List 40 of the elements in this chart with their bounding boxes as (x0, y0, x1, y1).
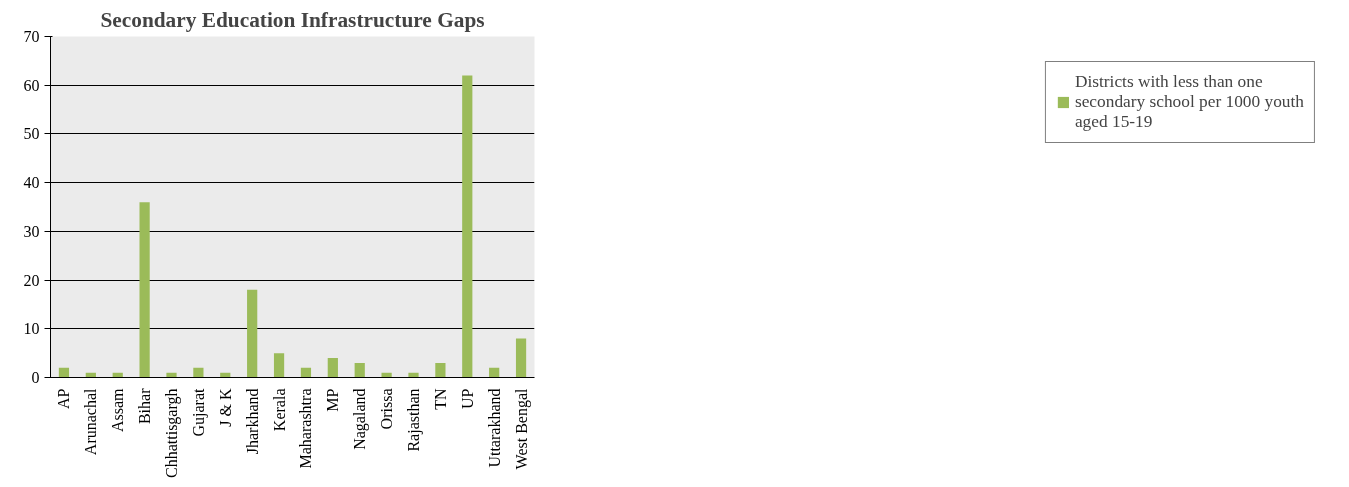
x-tick-label: MP (324, 388, 342, 412)
x-tick-label: Orissa (378, 388, 396, 430)
y-tick-label: 20 (23, 271, 40, 289)
bar (327, 358, 338, 378)
bar (515, 338, 527, 378)
y-tick-label: 30 (23, 222, 40, 240)
x-tick-label: Maharashtra (297, 388, 315, 469)
x-tick-label: Rajasthan (405, 388, 423, 452)
y-tick-label: 50 (23, 125, 40, 143)
legend-label: Districts with less than one secondary school per 1000 youth aged 15-19 (1074, 72, 1304, 132)
x-tick-label: TN (431, 388, 449, 410)
x-tick-label: Jharkhand (243, 388, 261, 455)
x-tick-label: Arunachal (82, 387, 100, 456)
x-tick-label: Kerala (270, 388, 288, 432)
x-tick-label: J & K (216, 388, 234, 427)
y-tick-label: 40 (23, 174, 40, 192)
y-tick-label: 0 (31, 369, 40, 386)
bar (273, 353, 285, 378)
y-tick-label: 70 (23, 28, 40, 45)
y-tick-label: 60 (23, 76, 40, 94)
x-tick-label: Bihar (136, 387, 154, 425)
y-tick-label: 10 (23, 320, 40, 338)
x-tick-label: Gujarat (189, 387, 208, 437)
x-tick-label: Chhattisgargh (163, 388, 181, 478)
x-tick-label: Nagaland (351, 388, 370, 450)
bar (489, 367, 500, 378)
bar (435, 362, 446, 378)
x-tick-label: UP (458, 388, 476, 409)
x-tick-label: Uttarakhand (485, 388, 503, 468)
bar (139, 202, 150, 378)
bar (247, 289, 258, 378)
bar (300, 367, 312, 378)
bar (354, 362, 365, 378)
bar (193, 367, 204, 378)
x-tick-label: AP (55, 388, 73, 409)
bar (462, 75, 473, 378)
x-tick-label: Assam (109, 387, 127, 433)
chart-title: Secondary Education Infrastructure Gaps (100, 7, 485, 32)
x-tick-label: West Bengal (512, 387, 531, 470)
bar (58, 367, 70, 378)
